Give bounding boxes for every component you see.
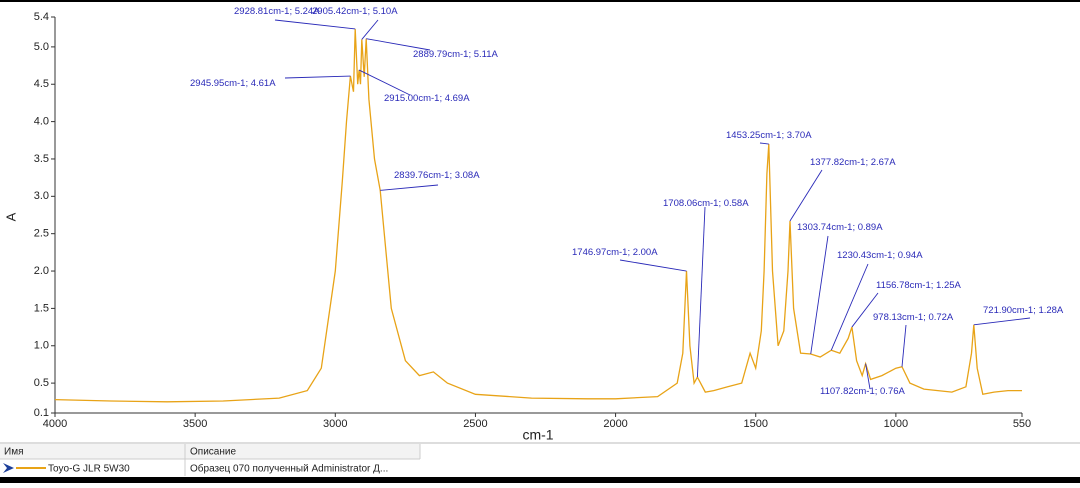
peak-annotation: 2905.42cm-1; 5.10A [312, 6, 398, 17]
peak-annotation: 2915.00cm-1; 4.69A [384, 93, 470, 104]
x-tick-label: 2500 [463, 418, 487, 430]
y-tick-label: 2.5 [34, 228, 49, 240]
y-tick-label: 2.0 [34, 265, 49, 277]
y-tick-label: 3.5 [34, 153, 49, 165]
y-tick-label: 4.0 [34, 116, 49, 128]
bottom-bar [0, 477, 1080, 483]
peak-annotation: 1377.82cm-1; 2.67A [810, 157, 896, 168]
x-tick-label: 550 [1013, 418, 1031, 430]
peak-annotation: 1107.82cm-1; 0.76A [820, 386, 906, 397]
y-tick-label: 4.5 [34, 78, 49, 90]
peak-leader [619, 259, 687, 272]
peak-annotation: 1303.74cm-1; 0.89A [797, 222, 883, 233]
y-tick-label: 1.0 [34, 340, 49, 352]
peak-leader [830, 263, 869, 351]
column-header: Имя [4, 447, 23, 458]
y-tick-label: 5.0 [34, 41, 49, 53]
peak-annotation: 1230.43cm-1; 0.94A [837, 250, 923, 261]
table-header [0, 444, 420, 459]
row-arrow-icon [3, 463, 14, 473]
peak-leader [851, 292, 879, 328]
y-tick-label: 1.5 [34, 302, 49, 314]
peak-leader [973, 317, 1031, 326]
x-tick-label: 1000 [884, 418, 908, 430]
peak-annotation: 1453.25cm-1; 3.70A [726, 130, 812, 141]
peak-leader [358, 69, 411, 96]
peak-leader [380, 184, 439, 191]
peak-leader [696, 206, 706, 378]
peak-leader [759, 142, 769, 145]
series-description: Образец 070 полученный Administrator Д..… [190, 463, 388, 475]
x-tick-label: 4000 [43, 418, 67, 430]
peak-annotation: 2928.81cm-1; 5.24A [234, 6, 320, 17]
y-tick-label: 0.1 [34, 407, 49, 419]
peak-annotation: 2839.76cm-1; 3.08A [394, 170, 480, 181]
peak-annotation: 2889.79cm-1; 5.11A [413, 49, 499, 60]
peak-annotation: 1156.78cm-1; 1.25A [876, 280, 962, 291]
peak-leader [366, 38, 431, 51]
peak-annotation: 1708.06cm-1; 0.58A [663, 198, 749, 209]
peak-leader [901, 324, 907, 367]
peak-leader [865, 363, 871, 390]
spectrum-line [54, 28, 1022, 403]
peak-leader [274, 19, 356, 30]
x-tick-label: 3500 [183, 418, 207, 430]
legend-entry[interactable]: Toyo-G JLR 5W30 [48, 464, 130, 475]
peak-annotation: 1746.97cm-1; 2.00A [572, 247, 658, 258]
x-axis-label: cm-1 [522, 427, 553, 443]
y-axis-label: A [3, 212, 18, 221]
peak-annotation: 721.90cm-1; 1.28A [983, 305, 1064, 316]
x-tick-label: 1500 [743, 418, 767, 430]
x-tick-label: 2000 [603, 418, 627, 430]
top-bar [0, 0, 1080, 2]
peak-leader [789, 169, 823, 222]
peak-leader [361, 19, 379, 40]
y-tick-label: 3.0 [34, 190, 49, 202]
peak-leader [284, 75, 351, 79]
peak-leader [810, 235, 829, 355]
y-tick-label: 0.5 [34, 377, 49, 389]
peak-annotation: 978.13cm-1; 0.72A [873, 312, 954, 323]
peak-annotation: 2945.95cm-1; 4.61A [190, 78, 276, 89]
column-header: Описание [190, 447, 236, 458]
y-tick-label: 5.4 [34, 11, 49, 23]
x-tick-label: 3000 [323, 418, 347, 430]
